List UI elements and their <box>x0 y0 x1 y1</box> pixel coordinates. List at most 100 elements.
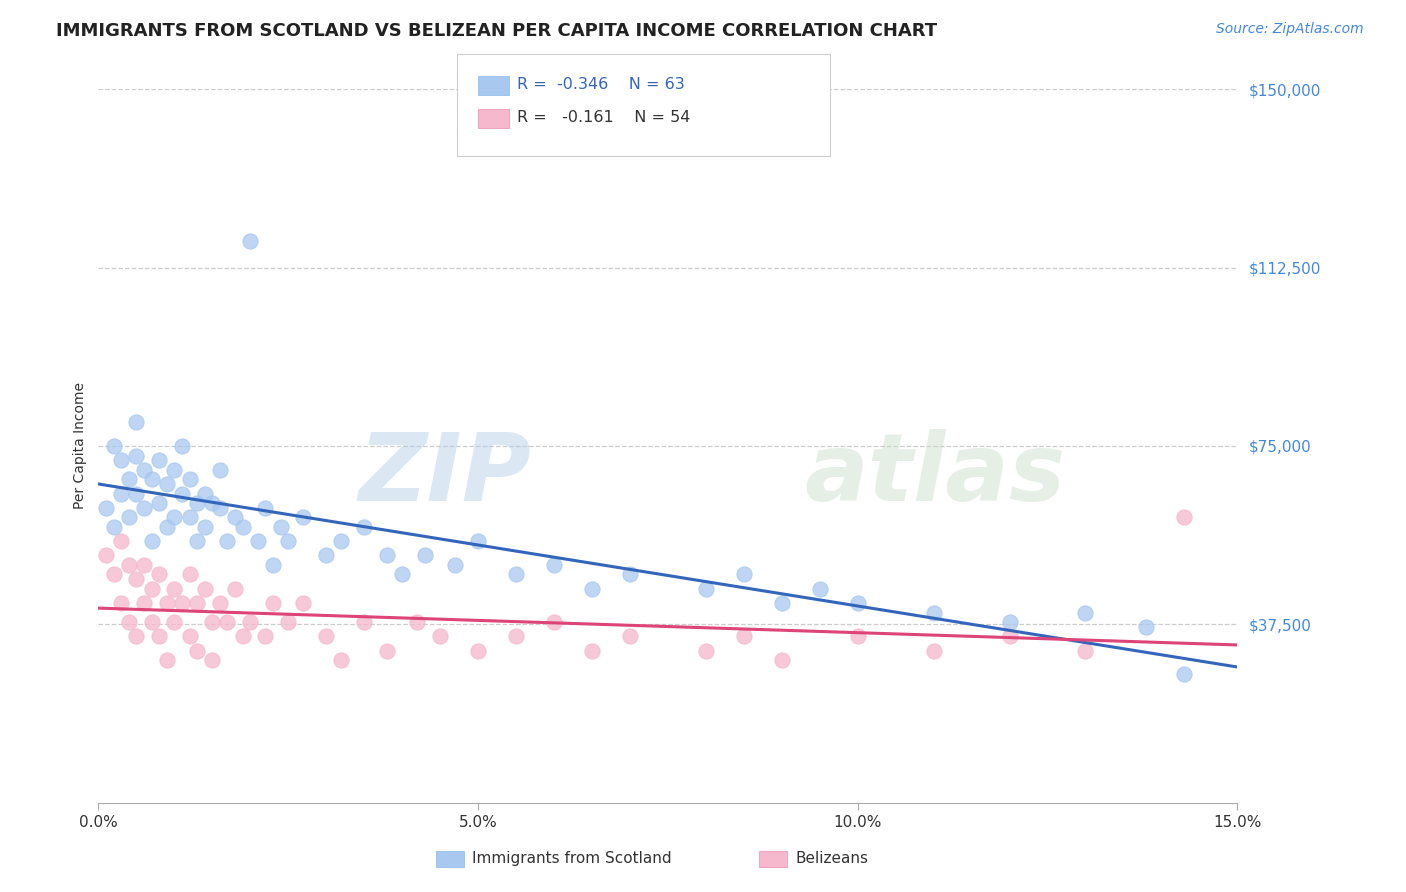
Point <box>353 615 375 629</box>
Point <box>217 615 239 629</box>
Text: IMMIGRANTS FROM SCOTLAND VS BELIZEAN PER CAPITA INCOME CORRELATION CHART: IMMIGRANTS FROM SCOTLAND VS BELIZEAN PER… <box>56 22 938 40</box>
Point <box>94 500 117 515</box>
Point <box>543 615 565 629</box>
Point <box>391 567 413 582</box>
Point <box>467 643 489 657</box>
Point <box>315 629 337 643</box>
Point <box>156 477 179 491</box>
Point <box>170 486 193 500</box>
Point <box>239 235 262 249</box>
Point <box>141 582 163 596</box>
Point <box>808 582 831 596</box>
Point <box>619 567 641 582</box>
Text: atlas: atlas <box>804 428 1066 521</box>
Point <box>94 549 117 563</box>
Point <box>733 567 755 582</box>
Point <box>581 643 603 657</box>
Point <box>292 596 315 610</box>
Point <box>505 567 527 582</box>
Point <box>163 582 186 596</box>
Point <box>846 596 869 610</box>
Point <box>125 415 148 429</box>
Point <box>208 463 231 477</box>
Point <box>1173 510 1195 524</box>
Point <box>998 615 1021 629</box>
Point <box>163 615 186 629</box>
Point <box>543 558 565 572</box>
Point <box>922 606 945 620</box>
Point <box>156 596 179 610</box>
Text: Immigrants from Scotland: Immigrants from Scotland <box>472 852 672 866</box>
Point <box>103 567 125 582</box>
Point <box>156 653 179 667</box>
Point <box>315 549 337 563</box>
Point <box>922 643 945 657</box>
Point <box>998 629 1021 643</box>
Point <box>186 496 208 510</box>
Point <box>217 534 239 549</box>
Point <box>132 463 155 477</box>
Point <box>695 582 717 596</box>
Text: R =  -0.346    N = 63: R = -0.346 N = 63 <box>517 78 685 92</box>
Point <box>239 615 262 629</box>
Point <box>246 534 269 549</box>
Point <box>1135 620 1157 634</box>
Point <box>194 582 217 596</box>
Point <box>179 629 201 643</box>
Point <box>148 629 170 643</box>
Point <box>148 496 170 510</box>
Point <box>262 558 284 572</box>
Point <box>375 643 398 657</box>
Text: R =   -0.161    N = 54: R = -0.161 N = 54 <box>517 111 690 125</box>
Point <box>170 439 193 453</box>
Point <box>194 486 217 500</box>
Point <box>270 520 292 534</box>
Point <box>770 596 793 610</box>
Point <box>132 596 155 610</box>
Point <box>103 520 125 534</box>
Point <box>1173 667 1195 681</box>
Point <box>208 500 231 515</box>
Text: ZIP: ZIP <box>359 428 531 521</box>
Point <box>110 596 132 610</box>
Point <box>695 643 717 657</box>
Point <box>254 629 277 643</box>
Text: Belizeans: Belizeans <box>796 852 869 866</box>
Point <box>118 472 141 486</box>
Point <box>110 453 132 467</box>
Point <box>125 629 148 643</box>
Point <box>125 449 148 463</box>
Point <box>125 486 148 500</box>
Point <box>277 534 299 549</box>
Point <box>186 643 208 657</box>
Point <box>208 596 231 610</box>
Point <box>224 510 246 524</box>
Point <box>581 582 603 596</box>
Point <box>467 534 489 549</box>
Point <box>277 615 299 629</box>
Point <box>118 510 141 524</box>
Point <box>118 558 141 572</box>
Point <box>132 558 155 572</box>
Point <box>224 582 246 596</box>
Point <box>505 629 527 643</box>
Point <box>444 558 467 572</box>
Point <box>201 496 224 510</box>
Point <box>429 629 451 643</box>
Point <box>186 596 208 610</box>
Point <box>194 520 217 534</box>
Point <box>186 534 208 549</box>
Point <box>148 453 170 467</box>
Point <box>179 472 201 486</box>
Point <box>163 463 186 477</box>
Point <box>118 615 141 629</box>
Point <box>132 500 155 515</box>
Point <box>103 439 125 453</box>
Point <box>1074 643 1097 657</box>
Point <box>254 500 277 515</box>
Point <box>292 510 315 524</box>
Point <box>619 629 641 643</box>
Point <box>262 596 284 610</box>
Point <box>156 520 179 534</box>
Y-axis label: Per Capita Income: Per Capita Income <box>73 383 87 509</box>
